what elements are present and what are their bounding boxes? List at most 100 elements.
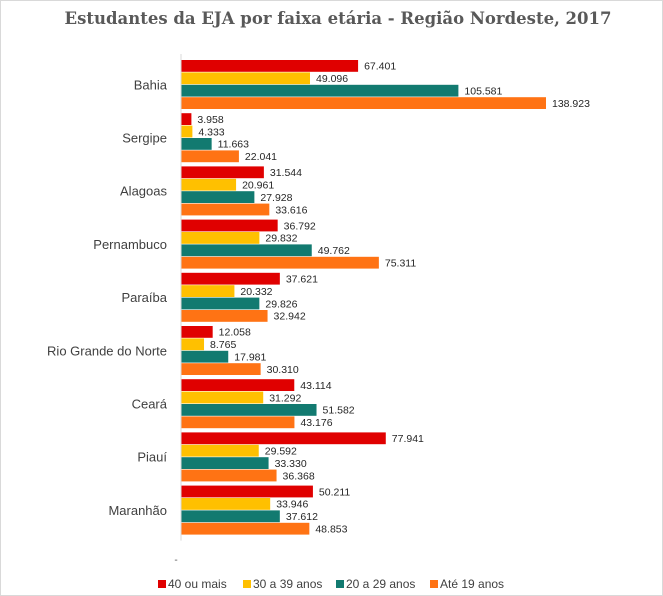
legend-swatch — [243, 580, 251, 588]
category-label: Sergipe — [122, 131, 167, 146]
category-group-rio-grande-do-norte: Rio Grande do Norte 12.0588.76517.98130.3… — [47, 326, 299, 376]
legend-label: 40 ou mais — [168, 577, 227, 591]
chart-title: Estudantes da EJA por faixa etária - Reg… — [65, 9, 612, 28]
bar-30-a-39-anos — [181, 285, 235, 297]
legend-item-40-ou-mais: 40 ou mais — [158, 577, 227, 591]
data-label: 49.096 — [316, 73, 348, 85]
bar-20-a-29-anos — [181, 84, 459, 97]
data-label: 37.621 — [286, 274, 318, 286]
data-label: 8.765 — [210, 339, 236, 351]
data-label: 105.581 — [464, 86, 502, 98]
legend-item-30-a-39-anos: 30 a 39 anos — [243, 577, 322, 591]
data-label: 138.923 — [552, 98, 590, 110]
data-label: 29.592 — [265, 446, 297, 458]
category-label: Bahia — [134, 77, 168, 92]
data-label: 12.058 — [219, 327, 251, 339]
data-label: 33.330 — [275, 458, 307, 470]
category-label: Alagoas — [120, 184, 167, 199]
data-label: 33.616 — [275, 204, 307, 216]
bar-30-a-39-anos — [181, 72, 310, 85]
bar-20-a-29-anos — [181, 350, 229, 363]
bar-40-ou-mais — [181, 379, 295, 391]
bar-20-a-29-anos — [181, 457, 269, 469]
data-label: 29.826 — [265, 298, 297, 310]
bar-40-ou-mais — [181, 60, 359, 72]
bar-ate-19-anos — [181, 416, 295, 429]
data-label: 37.612 — [286, 511, 318, 523]
data-label: 36.792 — [284, 220, 316, 232]
bar-40-ou-mais — [181, 166, 264, 179]
data-label: 32.942 — [274, 311, 306, 323]
bar-20-a-29-anos — [181, 244, 312, 257]
data-label: 36.368 — [283, 470, 315, 482]
legend-swatch — [430, 580, 438, 588]
data-label: 48.853 — [315, 524, 347, 536]
bar-20-a-29-anos — [181, 297, 260, 310]
bar-40-ou-mais — [181, 485, 313, 498]
data-label: 11.663 — [218, 139, 249, 151]
bar-20-a-29-anos — [181, 510, 280, 523]
legend-swatch — [158, 580, 166, 588]
data-label: 31.292 — [269, 392, 301, 404]
bar-ate-19-anos — [181, 310, 268, 322]
data-label: 22.041 — [245, 151, 277, 163]
data-label: 67.401 — [364, 61, 396, 73]
data-label: 29.832 — [265, 233, 297, 245]
category-label: Maranhão — [108, 503, 167, 518]
category-label: Rio Grande do Norte — [47, 343, 167, 358]
bar-ate-19-anos — [181, 522, 310, 535]
category-label: Paraíba — [121, 290, 167, 305]
category-label: Pernambuco — [93, 237, 167, 252]
legend-label: 20 a 29 anos — [346, 577, 415, 591]
bar-30-a-39-anos — [181, 498, 271, 510]
data-label: 27.928 — [260, 192, 292, 204]
legend-swatch — [336, 580, 344, 588]
bar-40-ou-mais — [181, 219, 278, 232]
data-label: 17.981 — [234, 352, 266, 364]
bar-ate-19-anos — [181, 150, 239, 163]
bar-ate-19-anos — [181, 203, 270, 216]
legend-item-ate-19-anos: Até 19 anos — [430, 577, 504, 591]
bar-20-a-29-anos — [181, 191, 255, 203]
legend-item-20-a-29-anos: 20 a 29 anos — [336, 577, 415, 591]
legend: 40 ou mais 30 a 39 anos 20 a 29 anos Até 19… — [158, 577, 504, 591]
data-label: 77.941 — [392, 433, 424, 445]
bar-30-a-39-anos — [181, 232, 260, 244]
data-label: 33.946 — [276, 499, 308, 511]
bar-30-a-39-anos — [181, 338, 205, 351]
bar-ate-19-anos — [181, 256, 379, 269]
legend-label: 30 a 39 anos — [253, 577, 322, 591]
data-label: 43.114 — [300, 380, 331, 392]
plot-area: Bahia 67.401 49.096 105.581 138.923 Sergipe 3.… — [47, 54, 590, 541]
bar-30-a-39-anos — [181, 125, 193, 138]
data-label: 75.311 — [385, 258, 416, 270]
bar-40-ou-mais — [181, 326, 213, 338]
data-label: 31.544 — [270, 167, 302, 179]
bar-ate-19-anos — [181, 469, 277, 482]
legend-label: Até 19 anos — [440, 577, 504, 591]
category-group-bahia: Bahia 67.401 49.096 105.581 138.923 — [134, 60, 590, 110]
category-label: Piauí — [137, 450, 167, 465]
data-label: 30.310 — [267, 364, 299, 376]
data-label: 4.333 — [198, 126, 224, 138]
x-axis-zero-label: - — [174, 555, 177, 566]
data-label: 3.958 — [197, 114, 223, 126]
data-label: 20.961 — [242, 180, 274, 192]
bar-20-a-29-anos — [181, 404, 317, 416]
data-label: 49.762 — [318, 245, 350, 257]
bar-ate-19-anos — [181, 97, 546, 109]
data-label: 20.332 — [240, 286, 272, 298]
data-label: 43.176 — [300, 417, 332, 429]
bar-30-a-39-anos — [181, 444, 259, 457]
bar-ate-19-anos — [181, 363, 261, 375]
bar-30-a-39-anos — [181, 391, 264, 404]
bar-20-a-29-anos — [181, 138, 212, 150]
